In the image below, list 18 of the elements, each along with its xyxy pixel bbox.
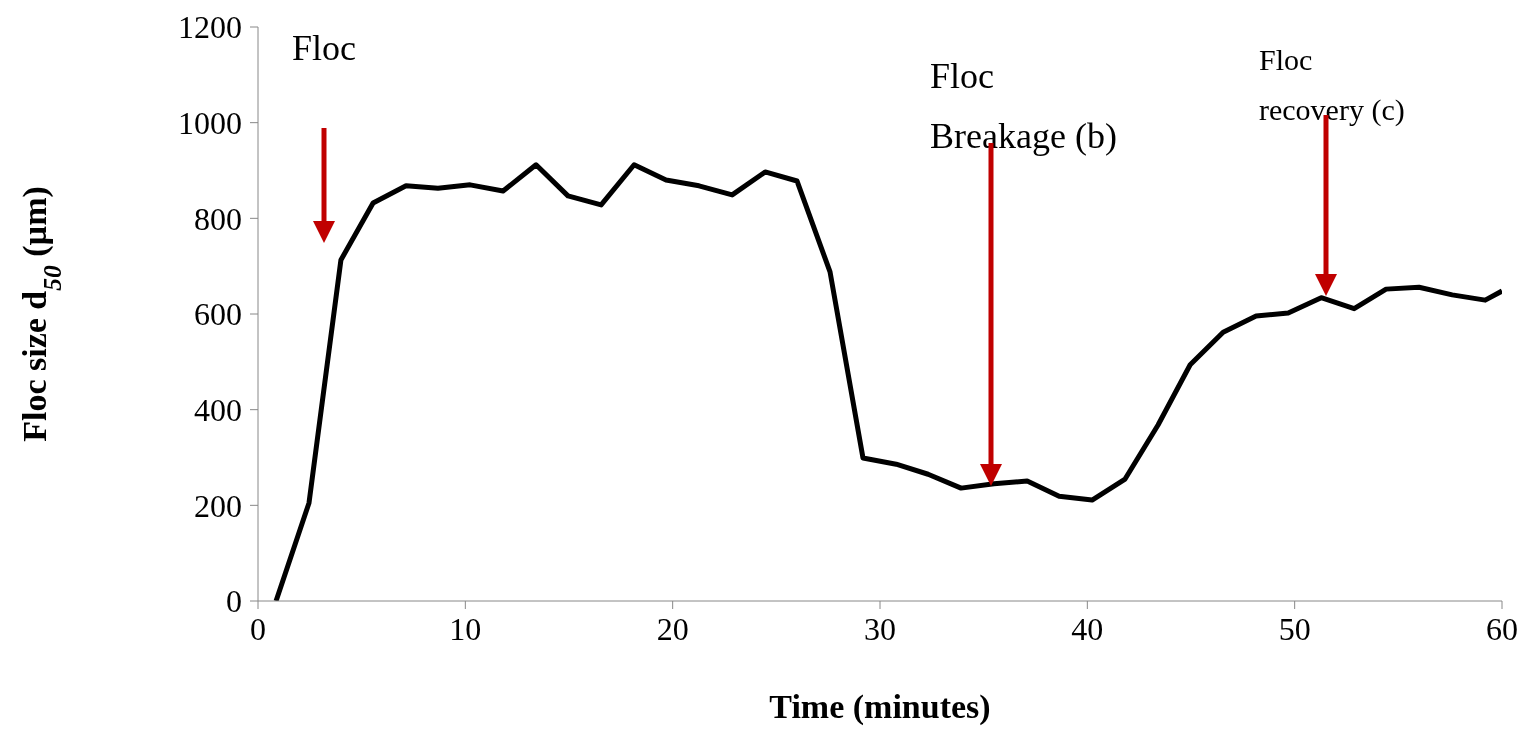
x-tick-label: 10 — [449, 610, 482, 647]
annotation: Floc recovery (c) — [1259, 43, 1405, 127]
x-tick-label: 40 — [1071, 610, 1104, 647]
y-tick-label: 1000 — [178, 105, 242, 142]
x-tick-label: 50 — [1278, 610, 1311, 647]
annotation: Floc Breakage (b) — [930, 56, 1117, 156]
y-tick-label: 200 — [194, 487, 242, 524]
y-tick-label: 400 — [194, 392, 242, 429]
y-tick-label: 800 — [194, 200, 242, 237]
y-tick-label: 1200 — [178, 9, 242, 46]
y-tick-label: 600 — [194, 296, 242, 333]
x-axis-title: Time (minutes) — [769, 688, 991, 726]
x-tick-label: 20 — [656, 610, 689, 647]
annotation: Floc — [292, 28, 357, 68]
y-tick-label: 0 — [226, 583, 242, 620]
x-tick-label: 30 — [864, 610, 896, 647]
x-tick-label: 60 — [1486, 610, 1518, 647]
x-tick-label: 0 — [250, 610, 266, 647]
